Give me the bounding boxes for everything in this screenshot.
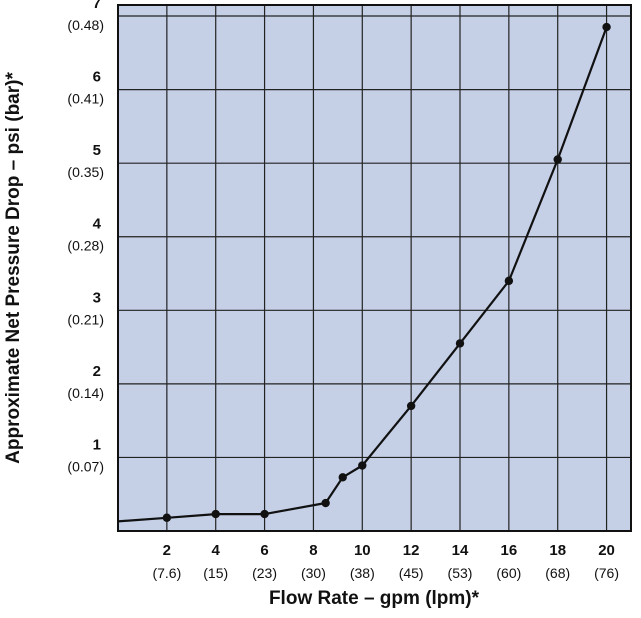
y-tick-labels: 1 (0.07) 2 (0.14) 3 (0.21) 4 (0.28) 5 (0.35) 6 (0.4… bbox=[67, 0, 104, 474]
data-point bbox=[211, 509, 220, 519]
y-tick-label: 3 bbox=[93, 289, 101, 306]
y-tick-sublabel: (0.21) bbox=[67, 311, 104, 327]
data-point bbox=[553, 155, 562, 164]
x-tick-sublabel: (30) bbox=[301, 565, 326, 581]
x-tick-label: 20 bbox=[598, 542, 615, 559]
x-tick-label: 18 bbox=[549, 542, 566, 559]
y-tick-label: 5 bbox=[93, 142, 101, 159]
x-tick-label: 6 bbox=[260, 542, 268, 559]
x-tick-label: 16 bbox=[501, 542, 518, 559]
data-point bbox=[358, 461, 367, 470]
grid-lines bbox=[118, 5, 631, 531]
data-point bbox=[602, 22, 611, 32]
x-tick-sublabel: (15) bbox=[203, 565, 228, 581]
x-axis-title: Flow Rate – gpm (lpm)* bbox=[269, 588, 480, 609]
x-tick-sublabel: (76) bbox=[594, 565, 619, 581]
y-tick-label: 6 bbox=[93, 69, 101, 86]
data-point bbox=[455, 339, 465, 348]
x-tick-sublabel: (68) bbox=[545, 565, 570, 581]
x-tick-sublabel: (45) bbox=[399, 565, 424, 581]
y-tick-label: 4 bbox=[93, 216, 102, 233]
data-point bbox=[406, 401, 416, 411]
x-tick-label: 2 bbox=[163, 542, 171, 559]
x-tick-sublabel: (7.6) bbox=[152, 565, 181, 581]
x-tick-label: 14 bbox=[452, 542, 469, 559]
x-tick-sublabel: (53) bbox=[448, 565, 473, 581]
x-tick-sublabel: (60) bbox=[496, 565, 521, 581]
y-tick-sublabel: (0.41) bbox=[67, 91, 104, 107]
x-tick-label: 10 bbox=[354, 542, 371, 559]
series-line bbox=[117, 26, 608, 523]
data-point bbox=[260, 509, 269, 519]
x-tick-label: 4 bbox=[212, 542, 221, 559]
x-tick-labels: 2 (7.6) 4 (15) 6 (23) 8 (30) 10 (38) 12 (45) 14 (53) 1… bbox=[152, 542, 619, 581]
y-tick-sublabel: (0.14) bbox=[67, 385, 104, 401]
y-tick-sublabel: (0.35) bbox=[67, 164, 104, 180]
x-tick-sublabel: (38) bbox=[350, 565, 375, 581]
data-point bbox=[504, 276, 514, 286]
x-tick-label: 12 bbox=[403, 542, 420, 559]
series-layer bbox=[117, 26, 608, 523]
data-point bbox=[338, 473, 347, 482]
plot-area bbox=[118, 5, 631, 531]
x-tick-label: 8 bbox=[309, 542, 317, 559]
y-tick-sublabel: (0.28) bbox=[67, 238, 104, 254]
x-tick-sublabel: (23) bbox=[252, 565, 277, 581]
y-tick-sublabel: (0.48) bbox=[67, 17, 104, 33]
y-tick-label: 1 bbox=[93, 436, 101, 453]
y-tick-label: 7 bbox=[93, 0, 101, 12]
y-tick-sublabel: (0.07) bbox=[67, 458, 104, 474]
data-point bbox=[321, 498, 330, 508]
data-point bbox=[162, 513, 172, 522]
y-tick-label: 2 bbox=[93, 363, 101, 380]
y-axis-title: Approximate Net Pressure Drop – psi (bar… bbox=[3, 72, 24, 464]
plot-border bbox=[117, 4, 632, 532]
marker-layer bbox=[162, 22, 611, 522]
